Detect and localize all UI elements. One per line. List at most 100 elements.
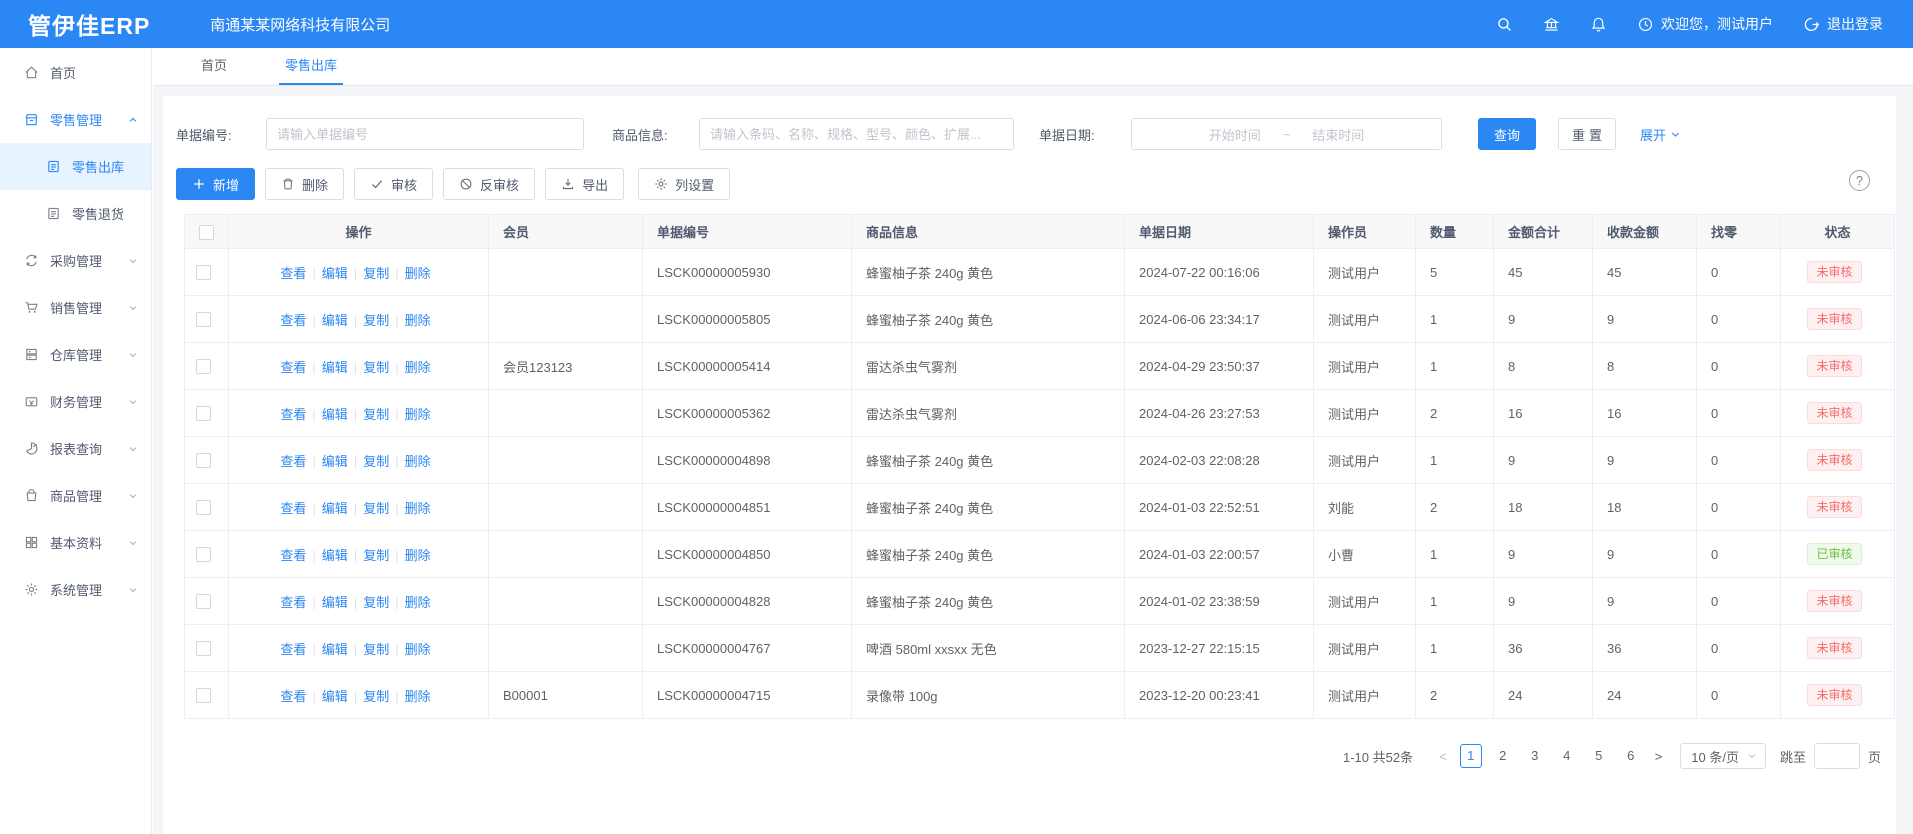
row-action-3[interactable]: 删除 [404,312,431,328]
page-number-4[interactable]: 4 [1563,748,1571,763]
row-action-1[interactable]: 编辑 [321,500,348,516]
row-checkbox[interactable] [196,406,211,422]
sidebar-item-sync[interactable]: 采购管理 [0,237,151,284]
row-action-1[interactable]: 编辑 [321,406,348,422]
row-action-1[interactable]: 编辑 [321,594,348,610]
row-action-1[interactable]: 编辑 [321,688,348,704]
jump-to-input[interactable] [1813,743,1860,769]
row-action-0[interactable]: 查看 [280,547,307,563]
row-action-3[interactable]: 删除 [404,406,431,422]
page-number-3[interactable]: 3 [1531,748,1539,763]
next-page-button[interactable]: > [1654,748,1663,764]
row-checkbox[interactable] [196,594,211,610]
sidebar-item-grid[interactable]: 基本资料 [0,519,151,566]
search-button[interactable]: 查询 [1478,118,1536,150]
page-size-select[interactable]: 10 条/页 [1680,743,1766,769]
row-action-0[interactable]: 查看 [280,641,307,657]
delete-button[interactable]: 删除 [265,168,345,200]
row-checkbox[interactable] [196,453,211,469]
sidebar-subitem[interactable]: 零售退货 [0,190,151,237]
row-action-2[interactable]: 复制 [363,453,390,469]
row-action-0[interactable]: 查看 [280,594,307,610]
row-action-0[interactable]: 查看 [280,688,307,704]
help-button[interactable]: ? [1849,170,1870,191]
reset-button[interactable]: 重置 [1558,118,1616,150]
chevron-down-icon [1670,129,1681,140]
column-settings-button[interactable]: 列设置 [638,168,731,200]
status-badge: 未审核 [1807,590,1862,612]
unaudit-button[interactable]: 反审核 [443,168,536,200]
row-action-3[interactable]: 删除 [404,688,431,704]
row-action-2[interactable]: 复制 [363,312,390,328]
row-action-3[interactable]: 删除 [404,641,431,657]
header-search-button[interactable] [1496,16,1513,33]
column-header: 会员 [488,214,643,249]
welcome-user[interactable]: 欢迎您，测试用户 [1637,14,1773,34]
audit-button[interactable]: 审核 [354,168,434,200]
tab-active[interactable]: 零售出库 [279,55,344,85]
page-number-2[interactable]: 2 [1499,748,1507,763]
row-checkbox[interactable] [196,688,211,704]
sidebar-item-shop[interactable]: 零售管理 [0,96,151,143]
sidebar-subitem[interactable]: 零售出库 [0,143,151,190]
row-action-0[interactable]: 查看 [280,265,307,281]
row-action-1[interactable]: 编辑 [321,641,348,657]
row-checkbox[interactable] [196,312,211,328]
row-checkbox[interactable] [196,641,211,657]
sidebar-item-wallet[interactable]: 财务管理 [0,378,151,425]
page-number-5[interactable]: 5 [1595,748,1603,763]
action-separator: | [312,359,316,375]
header-notifications-button[interactable] [1590,16,1607,33]
sidebar-item-pie[interactable]: 报表查询 [0,425,151,472]
row-action-0[interactable]: 查看 [280,453,307,469]
row-action-2[interactable]: 复制 [363,594,390,610]
expand-toggle[interactable]: 展开 [1640,125,1681,144]
row-action-3[interactable]: 删除 [404,453,431,469]
column-header: 操作 [228,214,489,249]
row-action-1[interactable]: 编辑 [321,359,348,375]
row-action-0[interactable]: 查看 [280,312,307,328]
sidebar-item-gear[interactable]: 系统管理 [0,566,151,613]
tab-inactive[interactable]: 首页 [201,58,228,73]
column-header: 状态 [1780,214,1895,249]
row-action-2[interactable]: 复制 [363,641,390,657]
row-action-3[interactable]: 删除 [404,500,431,516]
row-action-3[interactable]: 删除 [404,359,431,375]
qty-cell: 1 [1415,295,1494,343]
row-checkbox[interactable] [196,547,211,563]
row-action-3[interactable]: 删除 [404,265,431,281]
page-number-1[interactable]: 1 [1459,744,1482,768]
row-action-1[interactable]: 编辑 [321,265,348,281]
bill-no-input[interactable] [266,118,584,150]
row-checkbox[interactable] [196,359,211,375]
add-button[interactable]: 新增 [176,168,256,200]
row-action-2[interactable]: 复制 [363,359,390,375]
sidebar-item-cart[interactable]: 销售管理 [0,284,151,331]
date-range-input[interactable]: 开始时间 ~ 结束时间 [1131,118,1442,150]
row-action-0[interactable]: 查看 [280,359,307,375]
row-action-0[interactable]: 查看 [280,500,307,516]
export-button[interactable]: 导出 [545,168,625,200]
row-action-1[interactable]: 编辑 [321,547,348,563]
select-all-checkbox[interactable] [199,224,214,240]
row-checkbox[interactable] [196,500,211,516]
row-action-2[interactable]: 复制 [363,500,390,516]
page-number-6[interactable]: 6 [1627,748,1635,763]
row-action-0[interactable]: 查看 [280,406,307,422]
row-action-2[interactable]: 复制 [363,265,390,281]
row-action-3[interactable]: 删除 [404,594,431,610]
row-action-2[interactable]: 复制 [363,688,390,704]
header-home-site-button[interactable] [1543,16,1560,33]
row-checkbox[interactable] [196,265,211,281]
sidebar-item-bag[interactable]: 商品管理 [0,472,151,519]
logout-button[interactable]: 退出登录 [1803,14,1883,34]
row-action-1[interactable]: 编辑 [321,453,348,469]
row-action-2[interactable]: 复制 [363,547,390,563]
sidebar-item-home[interactable]: 首页 [0,49,151,96]
row-action-3[interactable]: 删除 [404,547,431,563]
product-info-input[interactable] [699,118,1014,150]
prev-page-button[interactable]: < [1439,748,1447,764]
row-action-2[interactable]: 复制 [363,406,390,422]
row-action-1[interactable]: 编辑 [321,312,348,328]
sidebar-item-archive[interactable]: 仓库管理 [0,331,151,378]
